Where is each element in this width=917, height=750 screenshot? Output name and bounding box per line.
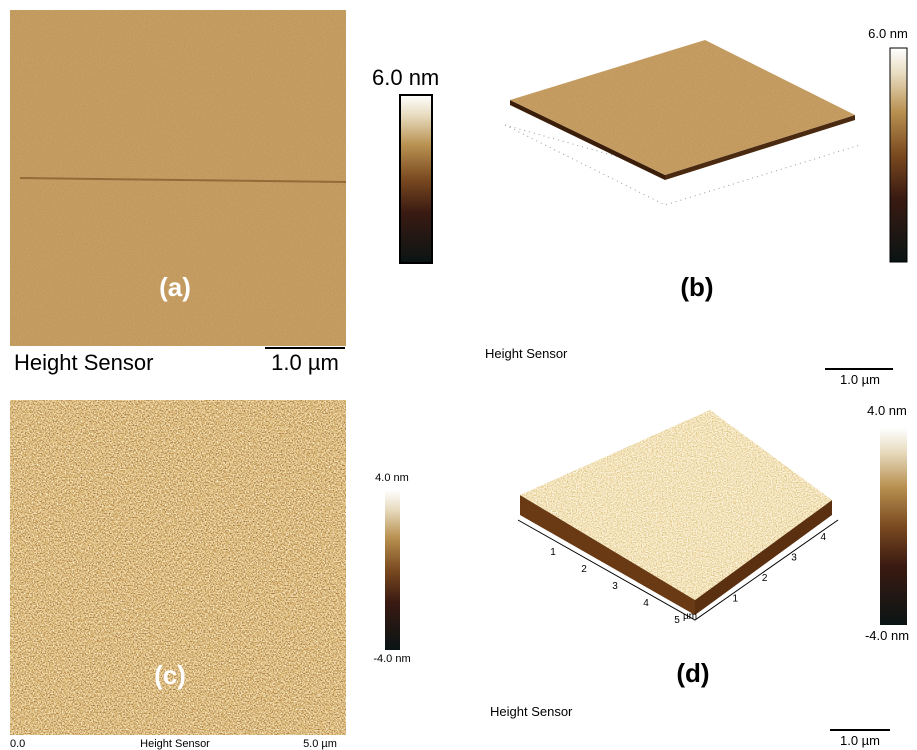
x-tick-label: 1 [550, 547, 556, 558]
colorbar [880, 428, 907, 625]
colorbar-max: 4.0 nm [867, 403, 907, 418]
panel-label: (a) [159, 272, 191, 302]
caption: Height Sensor [485, 346, 568, 361]
x-tick-label: 5 [674, 615, 680, 626]
surface-3d [515, 405, 835, 605]
colorbar-min: -4.0 nm [373, 653, 410, 665]
x-tick-label: 2 [581, 564, 587, 575]
caption: Height Sensor [140, 738, 210, 750]
colorbar [385, 490, 400, 650]
colorbar-max: 4.0 nm [375, 472, 409, 484]
scale-bar-label: 1.0 µm [840, 372, 880, 387]
panel-label: (c) [154, 660, 186, 690]
colorbar [400, 95, 432, 263]
colorbar-max: 6.0 nm [372, 65, 439, 90]
y-tick-label: 4 [821, 532, 827, 543]
scale-bar-label: 1.0 µm [271, 350, 339, 375]
surface-3d [500, 35, 860, 180]
axis-start: 0.0 [10, 738, 25, 750]
colorbar-min: -4.0 nm [865, 628, 909, 643]
figure: (a) Height Sensor 1.0 µm 6.0 nm (b) Heig… [0, 0, 917, 750]
axis-end: 5.0 µm [303, 738, 337, 750]
colorbar-max: 6.0 nm [868, 26, 908, 41]
x-tick-label: 4 [643, 598, 649, 609]
caption: Height Sensor [490, 704, 573, 719]
y-tick-label: 2 [762, 573, 768, 584]
y-tick-label: 1 [733, 594, 739, 605]
scale-bar-label: 1.0 µm [840, 733, 880, 748]
colorbar [890, 48, 907, 262]
axis-unit: µm [683, 611, 697, 622]
y-tick-label: 3 [791, 553, 797, 564]
x-tick-label: 3 [612, 581, 618, 592]
panel-label: (b) [680, 272, 713, 302]
caption: Height Sensor [14, 350, 153, 375]
panel-label: (d) [676, 658, 709, 688]
